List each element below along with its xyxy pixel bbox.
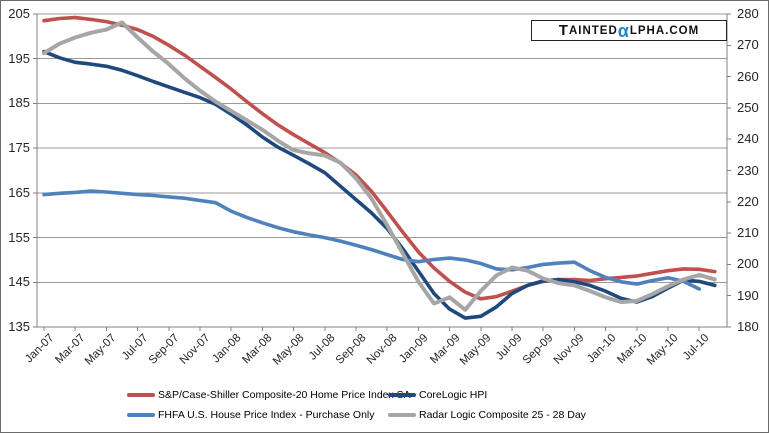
case-shiller-legend-swatch <box>127 392 155 398</box>
legend-item-corelogic: CoreLogic HPI <box>388 388 487 402</box>
legend-item-radar-logic: Radar Logic Composite 25 - 28 Day <box>388 408 586 422</box>
right-axis-label: 270 <box>737 37 759 53</box>
left-axis-label: 195 <box>8 50 30 66</box>
left-axis-label: 165 <box>8 184 30 200</box>
right-axis-label: 240 <box>737 131 759 147</box>
series-line-1 <box>42 49 717 320</box>
series-line-2 <box>42 189 702 291</box>
left-axis-label: 175 <box>8 140 30 156</box>
fhfa-legend-swatch <box>127 412 155 418</box>
left-axis-label: 145 <box>8 274 30 290</box>
left-axis-label: 205 <box>8 6 30 21</box>
legend-item-fhfa: FHFA U.S. House Price Index - Purchase O… <box>127 408 375 422</box>
taintedalpha-logo: T AINTED α LPHA.COM <box>531 20 727 41</box>
series-line-0 <box>42 15 717 301</box>
left-axis-label: 185 <box>8 95 30 111</box>
right-axis-label: 280 <box>737 6 759 21</box>
case-shiller-legend-label: S&P/Case-Shiller Composite-20 Home Price… <box>158 389 411 401</box>
left-axis-label: 155 <box>8 229 30 245</box>
fhfa-legend-label: FHFA U.S. House Price Index - Purchase O… <box>158 409 375 421</box>
right-axis-label: 250 <box>737 99 759 115</box>
logo-text-tail: LPHA.COM <box>629 24 700 37</box>
right-axis-label: 190 <box>737 287 759 303</box>
right-axis-label: 260 <box>737 68 759 84</box>
right-axis-label: 200 <box>737 256 759 272</box>
radar-logic-legend-label: Radar Logic Composite 25 - 28 Day <box>419 409 586 421</box>
corelogic-legend-label: CoreLogic HPI <box>419 389 488 401</box>
right-axis-label: 180 <box>737 319 759 334</box>
right-axis-label: 220 <box>737 193 759 209</box>
right-axis-label: 230 <box>737 162 759 178</box>
logo-text-body: AINTED <box>568 24 618 37</box>
corelogic-legend-swatch <box>388 392 416 398</box>
logo-alpha-glyph: α <box>617 20 630 41</box>
series-line-3 <box>42 20 717 312</box>
right-axis-label: 210 <box>737 225 759 241</box>
radar-logic-legend-swatch <box>388 412 416 418</box>
logo-text-leading: T <box>558 22 569 39</box>
left-axis-label: 135 <box>8 319 30 334</box>
legend-item-case-shiller: S&P/Case-Shiller Composite-20 Home Price… <box>127 388 411 402</box>
